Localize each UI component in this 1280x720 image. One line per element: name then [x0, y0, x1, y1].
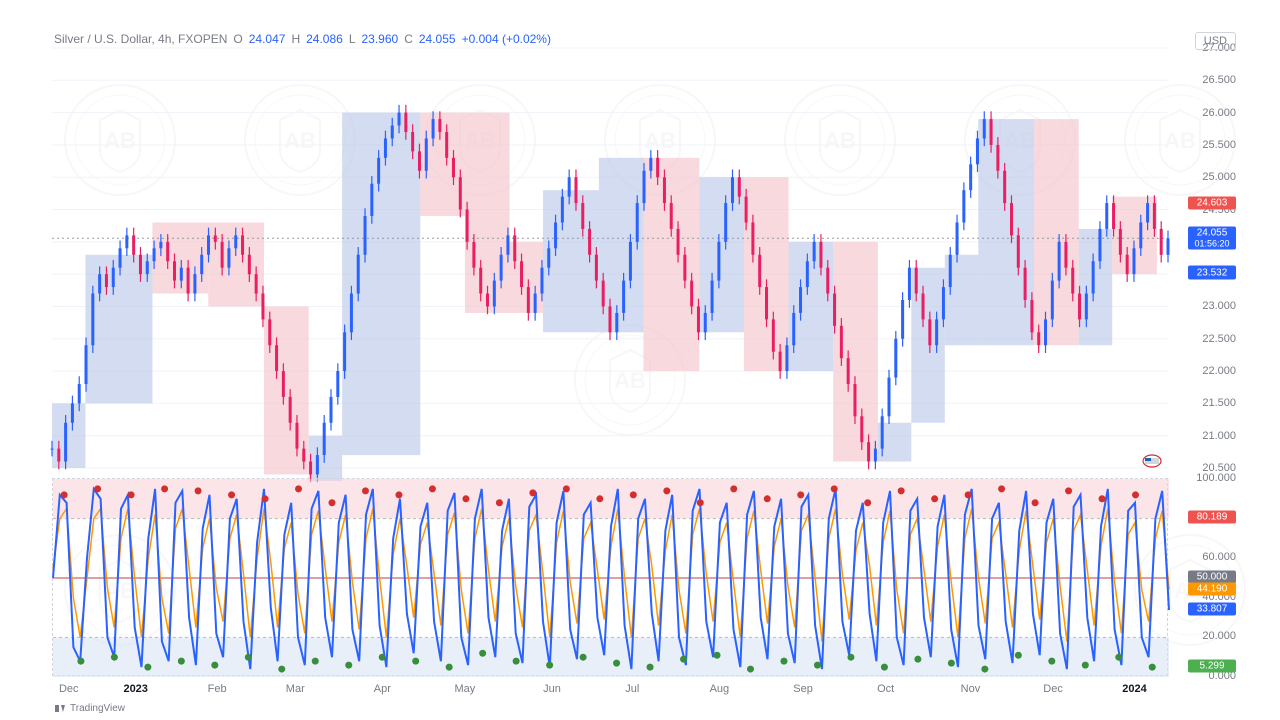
x-tick-label: Sep — [793, 683, 813, 695]
x-tick-label: Dec — [59, 683, 79, 695]
x-tick-label: 2024 — [1122, 683, 1146, 695]
x-tick-label: Nov — [961, 683, 981, 695]
x-tick-label: May — [455, 683, 476, 695]
time-x-axis[interactable]: Dec 2023 Feb Mar Apr May Jun Jul Aug Sep Oct Nov Dec… — [52, 683, 1168, 703]
flag-icon — [1142, 454, 1162, 468]
y-tick-label: 26.000 — [1202, 107, 1236, 119]
chart-header: Silver / U.S. Dollar, 4h, FXOPEN O24.047… — [54, 32, 551, 46]
x-tick-label: 2023 — [123, 683, 147, 695]
tradingview-logo-icon — [54, 702, 66, 714]
y-tick-label: 26.500 — [1202, 74, 1236, 86]
x-tick-label: Oct — [877, 683, 894, 695]
x-tick-label: Feb — [208, 683, 227, 695]
footer-brand: TradingView — [70, 703, 125, 714]
tradingview-footer[interactable]: TradingView — [54, 702, 125, 714]
osc-y-tick: 100.000 — [1196, 472, 1236, 484]
price-marker: 23.532 — [1188, 266, 1236, 279]
x-tick-label: Mar — [286, 683, 305, 695]
y-tick-label: 25.500 — [1202, 139, 1236, 151]
x-tick-label: Aug — [710, 683, 730, 695]
price-change: +0.004 (+0.02%) — [462, 32, 551, 46]
y-tick-label: 21.500 — [1202, 397, 1236, 409]
price-marker: 24.603 — [1188, 196, 1236, 209]
osc-marker: 5.299 — [1188, 659, 1236, 672]
price-chart[interactable] — [52, 48, 1168, 468]
y-tick-label: 22.500 — [1202, 333, 1236, 345]
symbol-title[interactable]: Silver / U.S. Dollar, 4h, FXOPEN — [54, 32, 227, 46]
currency-badge[interactable]: USD — [1195, 32, 1236, 50]
x-tick-label: Apr — [374, 683, 391, 695]
x-tick-label: Dec — [1043, 683, 1063, 695]
x-tick-label: Jul — [625, 683, 639, 695]
y-tick-label: 25.000 — [1202, 171, 1236, 183]
osc-marker: 33.807 — [1188, 603, 1236, 616]
chart-container: ABABABABABABABABABAB Silver / U.S. Dolla… — [0, 0, 1280, 720]
oscillator-y-axis[interactable]: 0.00020.00040.00060.00080.000100.00080.1… — [1172, 478, 1236, 676]
oscillator-chart[interactable] — [52, 478, 1168, 676]
y-tick-label: 21.000 — [1202, 430, 1236, 442]
x-tick-label: Jun — [543, 683, 561, 695]
osc-marker: 80.189 — [1188, 511, 1236, 524]
osc-y-tick: 20.000 — [1202, 630, 1236, 642]
ohlc-readout: O24.047 H24.086 L23.960 C24.055 — [233, 32, 455, 46]
osc-y-tick: 60.000 — [1202, 551, 1236, 563]
price-y-axis[interactable]: 20.50021.00021.50022.00022.50023.00023.5… — [1172, 48, 1236, 468]
osc-marker: 44.190 — [1188, 582, 1236, 595]
y-tick-label: 22.000 — [1202, 365, 1236, 377]
y-tick-label: 23.000 — [1202, 300, 1236, 312]
price-marker: 24.05501:56:20 — [1188, 227, 1236, 250]
